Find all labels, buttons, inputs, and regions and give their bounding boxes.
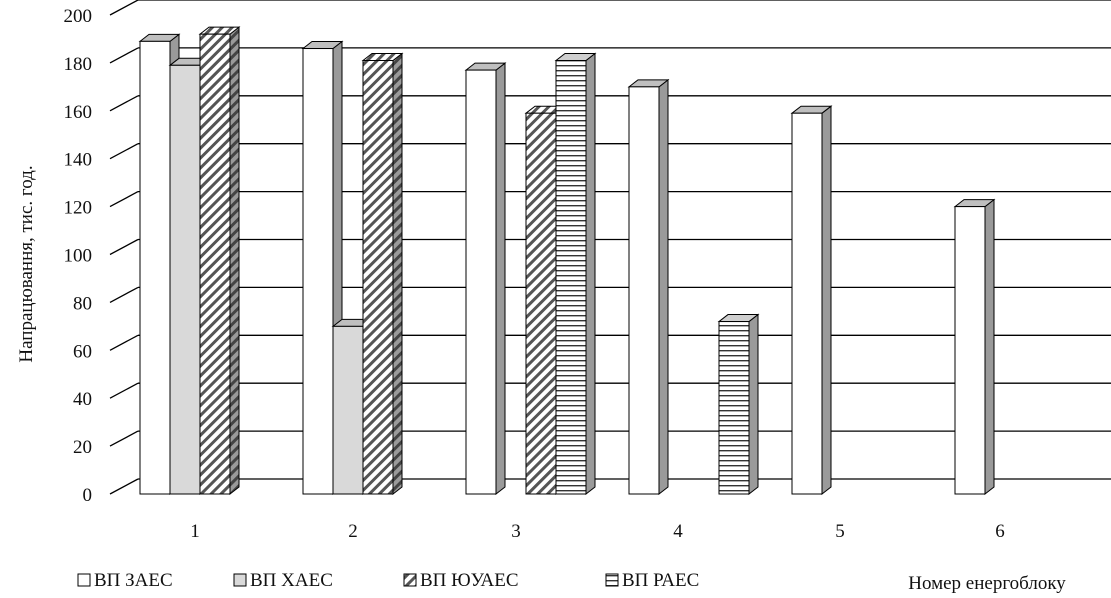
grid-diagonal <box>109 478 139 495</box>
x-tick-label: 5 <box>835 521 845 542</box>
grid-diagonal <box>109 0 139 16</box>
bars <box>138 26 996 496</box>
y-tick-label: 20 <box>73 437 92 458</box>
x-tick-label: 2 <box>348 521 358 542</box>
grid-diagonal <box>109 95 139 112</box>
grid-diagonal <box>109 334 139 351</box>
grid-diagonal <box>109 47 139 64</box>
y-axis-ticks: 0 20 40 60 80 100 120 140 160 180 200 <box>64 6 93 506</box>
grid-diagonal <box>109 286 139 303</box>
grid-diagonal <box>109 430 139 447</box>
bar <box>525 112 557 495</box>
legend-label: ВП ЗАЕС <box>94 570 173 591</box>
x-tick-label: 4 <box>673 521 683 542</box>
bar <box>169 64 201 495</box>
bar-side <box>821 105 832 496</box>
legend-swatch <box>605 573 619 587</box>
bar <box>954 206 986 495</box>
legend: ВП ЗАЕС ВП ХАЕС ВП ЮУАЕС ВП РАЕС <box>77 570 699 591</box>
bar-side <box>495 62 506 496</box>
y-tick-label: 40 <box>73 389 92 410</box>
legend-label: ВП ЮУАЕС <box>420 570 519 591</box>
x-tick-label: 1 <box>190 521 200 542</box>
bar <box>362 60 394 495</box>
y-tick-label: 80 <box>73 293 92 314</box>
grid-diagonal <box>109 143 139 160</box>
bar <box>465 69 497 495</box>
legend-swatch <box>233 573 247 587</box>
y-tick-label: 160 <box>64 102 93 123</box>
legend-swatch <box>403 573 417 587</box>
bar-side <box>984 198 995 496</box>
y-axis-title: Напрацювання, тис. год. <box>16 165 37 362</box>
bar-side <box>229 26 240 496</box>
x-tick-label: 6 <box>995 521 1005 542</box>
bar <box>555 60 587 495</box>
grid-diagonal <box>109 238 139 256</box>
y-tick-label: 100 <box>64 246 93 267</box>
bar <box>628 86 660 495</box>
bar-side <box>748 313 759 496</box>
legend-label: ВП ХАЕС <box>250 570 333 591</box>
y-tick-label: 0 <box>83 485 93 506</box>
bar <box>718 321 750 495</box>
bar <box>332 325 364 495</box>
bar-side <box>585 52 596 496</box>
grid-diagonal <box>109 191 139 208</box>
x-axis-ticks: 1 2 3 4 5 6 <box>190 521 1005 542</box>
bar <box>199 33 231 495</box>
x-axis-title: Номер енергоблоку <box>908 573 1066 594</box>
x-tick-label: 3 <box>511 521 521 542</box>
legend-label: ВП РАЕС <box>622 570 699 591</box>
grid-diagonal <box>109 382 139 399</box>
gridlines <box>109 0 1111 495</box>
y-tick-label: 140 <box>64 150 93 171</box>
bar-side <box>392 52 403 496</box>
bar <box>302 48 334 495</box>
legend-swatch <box>77 573 91 587</box>
bar <box>791 112 823 495</box>
y-tick-label: 120 <box>64 198 93 219</box>
y-tick-label: 180 <box>64 54 93 75</box>
y-tick-label: 60 <box>73 341 92 362</box>
bar <box>139 40 171 495</box>
y-tick-label: 200 <box>64 6 93 27</box>
bar-side <box>658 78 669 496</box>
